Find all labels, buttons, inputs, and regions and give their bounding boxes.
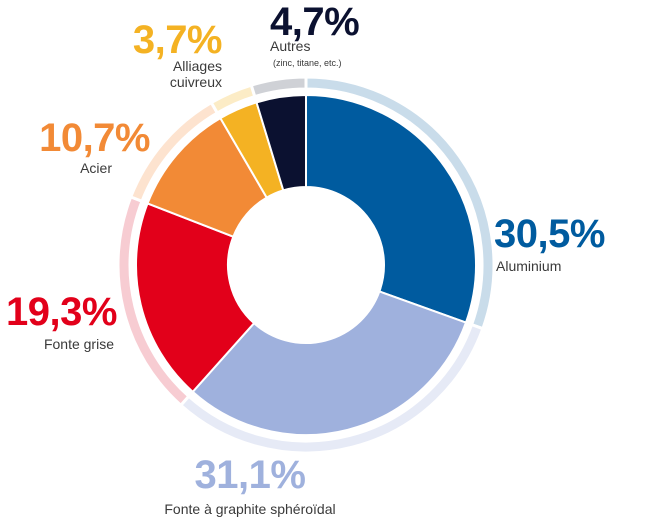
sublabel-autres: (zinc, titane, etc.) — [273, 58, 342, 68]
outer-ring — [116, 75, 496, 455]
donut-slices — [135, 93, 477, 436]
pct-label-fonte-grise: 19,3% — [6, 290, 117, 334]
name-label-aluminium: Aluminium — [496, 258, 562, 274]
pct-label-alliages: 3,7% — [132, 18, 223, 62]
label-fonte-sph: 31,1% Fonte à graphite sphéroïdal — [110, 455, 390, 517]
slice-fonte_grise — [135, 202, 256, 394]
ring-autres — [249, 75, 308, 99]
name-label-alliages: Alliages cuivreux — [169, 58, 222, 90]
pct-label-acier: 10,7% — [39, 116, 150, 160]
label-autres: 4,7% Autres (zinc, titane, etc.) — [270, 0, 360, 69]
label-acier: 10,7% Acier — [16, 118, 150, 176]
name-label-fonte-sph: Fonte à graphite sphéroïdal — [164, 501, 336, 517]
slice-autres — [255, 93, 307, 192]
pct-label-autres: 4,7% — [270, 0, 360, 44]
label-fonte-grise: 19,3% Fonte grise — [6, 290, 117, 352]
slice-aluminium — [305, 93, 477, 324]
pct-label-fonte-sph: 31,1% — [194, 453, 306, 497]
name-label-autres: Autres — [270, 38, 311, 54]
label-aluminium: 30,5% Aluminium — [494, 214, 605, 274]
name-label-acier: Acier — [80, 160, 112, 176]
name-label-fonte-grise: Fonte grise — [43, 336, 114, 352]
label-alliages: 3,7% Alliages cuivreux — [120, 18, 223, 90]
slice-fonte_sph — [191, 290, 468, 436]
pct-label-aluminium: 30,5% — [494, 212, 605, 256]
